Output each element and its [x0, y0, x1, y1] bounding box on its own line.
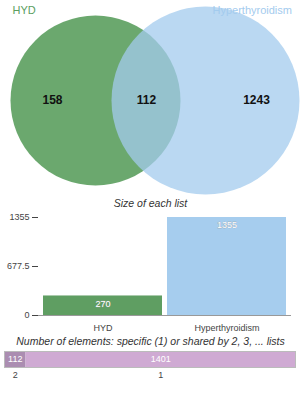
html-text:Number of elements: specific (: Number of elements: specific (1) or shar… — [16, 335, 285, 347]
svg-text:270: 270 — [95, 299, 110, 309]
svg-text:2: 2 — [13, 370, 18, 380]
svg-text:Hyperthyroidism: Hyperthyroidism — [213, 4, 292, 16]
svg-text:1401: 1401 — [151, 354, 171, 364]
svg-text:112: 112 — [137, 93, 157, 107]
svg-text:1: 1 — [158, 370, 163, 380]
svg-text:Hyperthyroidism: Hyperthyroidism — [194, 323, 259, 333]
svg-text:1355: 1355 — [217, 220, 237, 230]
svg-text:158: 158 — [42, 93, 62, 107]
svg-text:112: 112 — [8, 354, 22, 364]
svg-text:HYD: HYD — [13, 4, 36, 16]
svg-text:677.5: 677.5 — [7, 261, 30, 271]
svg-text:1243: 1243 — [243, 93, 270, 107]
svg-text:0: 0 — [24, 310, 29, 320]
svg-text:HYD: HYD — [93, 323, 113, 333]
svg-text:1355: 1355 — [9, 212, 29, 222]
html-text:Size of each list: Size of each list — [113, 197, 188, 209]
